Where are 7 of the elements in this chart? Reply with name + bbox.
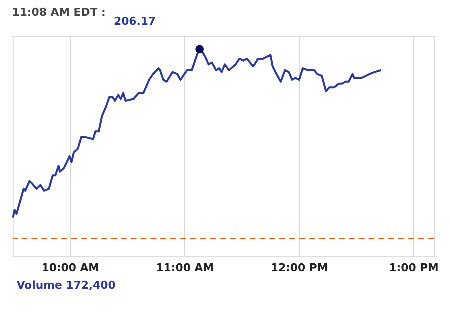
chart-title: 11:08 AM EDT :: [12, 6, 106, 20]
x-tick-label: 10:00 AM: [42, 261, 100, 274]
text: 206.17: [114, 15, 156, 28]
text: Volume 172,400: [16, 278, 116, 292]
x-tick-label: 12:00 PM: [270, 261, 328, 274]
x-tick-label: 11:00 AM: [156, 261, 214, 274]
x-tick-label: 1:00 PM: [389, 261, 439, 274]
